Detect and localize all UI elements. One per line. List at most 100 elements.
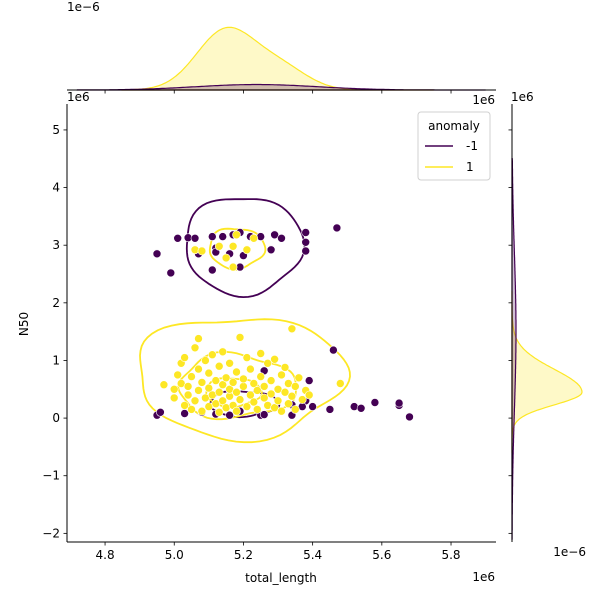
scatter-point-neg1: [270, 230, 279, 240]
scatter-point-pos1: [214, 407, 224, 417]
scatter-point-neg1: [259, 410, 269, 419]
top-marginal-kde: [67, 26, 496, 94]
scatter-point-pos1: [214, 387, 224, 397]
x-tick-label: 5.2: [234, 548, 253, 562]
scatter-point-pos1: [270, 354, 279, 364]
scatter-point-pos1: [194, 334, 203, 343]
scatter-point-pos1: [232, 230, 241, 240]
top-kde-series-neg1: [76, 83, 486, 91]
tick-group: 4.8 5.0 5.2 5.4 5.6 5.8 −2 −1 0 1 2 3 4 5: [42, 123, 460, 562]
scatter-point-pos1: [239, 374, 248, 384]
top-kde-series-1: [121, 26, 434, 91]
legend-title: anomaly: [428, 119, 480, 133]
scatter-point-pos1: [249, 379, 259, 388]
scatter-point-neg1: [332, 223, 342, 233]
scatter-point-neg1: [329, 345, 338, 355]
scatter-point-pos1: [232, 406, 241, 416]
scatter-point-pos1: [280, 387, 290, 397]
scatter-point-pos1: [214, 361, 224, 371]
scatter-point-pos1: [235, 395, 245, 404]
scatter-point-pos1: [228, 242, 238, 251]
scatter-point-pos1: [270, 403, 279, 413]
x-tick-label: 5.8: [441, 548, 460, 562]
scatter-point-pos1: [246, 390, 255, 400]
scatter-point-pos1: [273, 396, 283, 406]
scatter-point-neg1: [277, 234, 286, 243]
scatter-point-pos1: [232, 387, 241, 397]
scatter-point-pos1: [183, 390, 193, 400]
right-kde-series-1: [511, 291, 583, 453]
scatter-point-pos1: [287, 391, 297, 401]
scatter-point-neg1: [156, 407, 165, 417]
scatter-point-neg1: [301, 246, 311, 256]
scatter-point-pos1: [197, 378, 207, 387]
right-marginal-kde: [508, 104, 583, 542]
scatter-point-neg1: [394, 398, 404, 408]
scatter-point-pos1: [197, 246, 207, 256]
scatter-point-pos1: [232, 367, 241, 377]
scatter-point-pos1: [259, 393, 269, 403]
scatter-point-pos1: [218, 380, 227, 390]
scatter-point-pos1: [194, 386, 203, 395]
scatter-point-pos1: [294, 373, 304, 383]
scatter-point-neg1: [180, 409, 189, 418]
scatter-point-pos1: [228, 378, 238, 387]
scatter-point-pos1: [249, 397, 259, 407]
scatter-point-pos1: [173, 370, 182, 380]
y-tick-label: −2: [42, 526, 60, 540]
scatter-point-pos1: [297, 395, 307, 404]
scatter-point-pos1: [190, 396, 200, 406]
y-offset-label: 1e6: [67, 90, 90, 104]
y-axis-label: N50: [17, 312, 31, 336]
scatter-point-pos1: [290, 382, 300, 391]
y-tick-label: −1: [42, 469, 60, 483]
scatter-point-neg1: [308, 402, 317, 411]
y-tick-label: 3: [52, 238, 60, 252]
contour-neg1-outer: [185, 198, 306, 299]
x-tick-label: 5.6: [372, 548, 391, 562]
scatter-point-pos1: [190, 343, 200, 353]
scatter-point-neg1: [166, 268, 176, 278]
scatter-point-pos1: [242, 245, 252, 255]
scatter-point-pos1: [204, 368, 214, 378]
scatter-points: [152, 223, 414, 422]
scatter-point-neg1: [225, 410, 234, 420]
scatter-point-pos1: [277, 370, 286, 380]
scatter-point-neg1: [301, 228, 311, 237]
scatter-point-pos1: [246, 364, 255, 374]
y-tick-label: 5: [52, 123, 60, 137]
scatter-point-neg1: [152, 249, 162, 259]
top-marginal-offset-label: 1e−6: [67, 0, 100, 14]
scatter-point-neg1: [173, 234, 182, 243]
scatter-point-pos1: [266, 376, 276, 385]
scatter-point-neg1: [304, 376, 314, 385]
scatter-point-pos1: [218, 347, 227, 357]
scatter-point-pos1: [242, 353, 252, 362]
scatter-point-neg1: [208, 265, 217, 275]
scatter-point-pos1: [249, 234, 259, 243]
scatter-point-pos1: [242, 402, 252, 411]
scatter-point-pos1: [277, 406, 286, 416]
scatter-point-pos1: [201, 356, 210, 365]
contour-pos1-upper: [208, 227, 267, 271]
scatter-point-pos1: [183, 382, 193, 391]
y-tick-label: 2: [52, 296, 60, 310]
scatter-point-pos1: [169, 393, 179, 403]
right-marginal-offset-label: 1e−6: [553, 545, 586, 559]
scatter-point-pos1: [194, 364, 203, 374]
scatter-point-pos1: [180, 401, 189, 410]
x-tick-label: 5.0: [165, 548, 184, 562]
scatter-point-neg1: [356, 403, 366, 413]
scatter-point-neg1: [325, 405, 335, 414]
scatter-point-pos1: [266, 389, 276, 399]
scatter-point-pos1: [256, 349, 266, 358]
scatter-point-pos1: [256, 372, 266, 381]
scatter-point-neg1: [208, 232, 217, 241]
legend-frame: [417, 111, 491, 181]
legend: anomaly -1 1: [417, 111, 491, 181]
top-marginal-right-label: 1e6: [472, 93, 495, 107]
scatter-point-pos1: [228, 262, 238, 272]
scatter-point-neg1: [370, 398, 380, 407]
scatter-point-pos1: [284, 399, 293, 409]
